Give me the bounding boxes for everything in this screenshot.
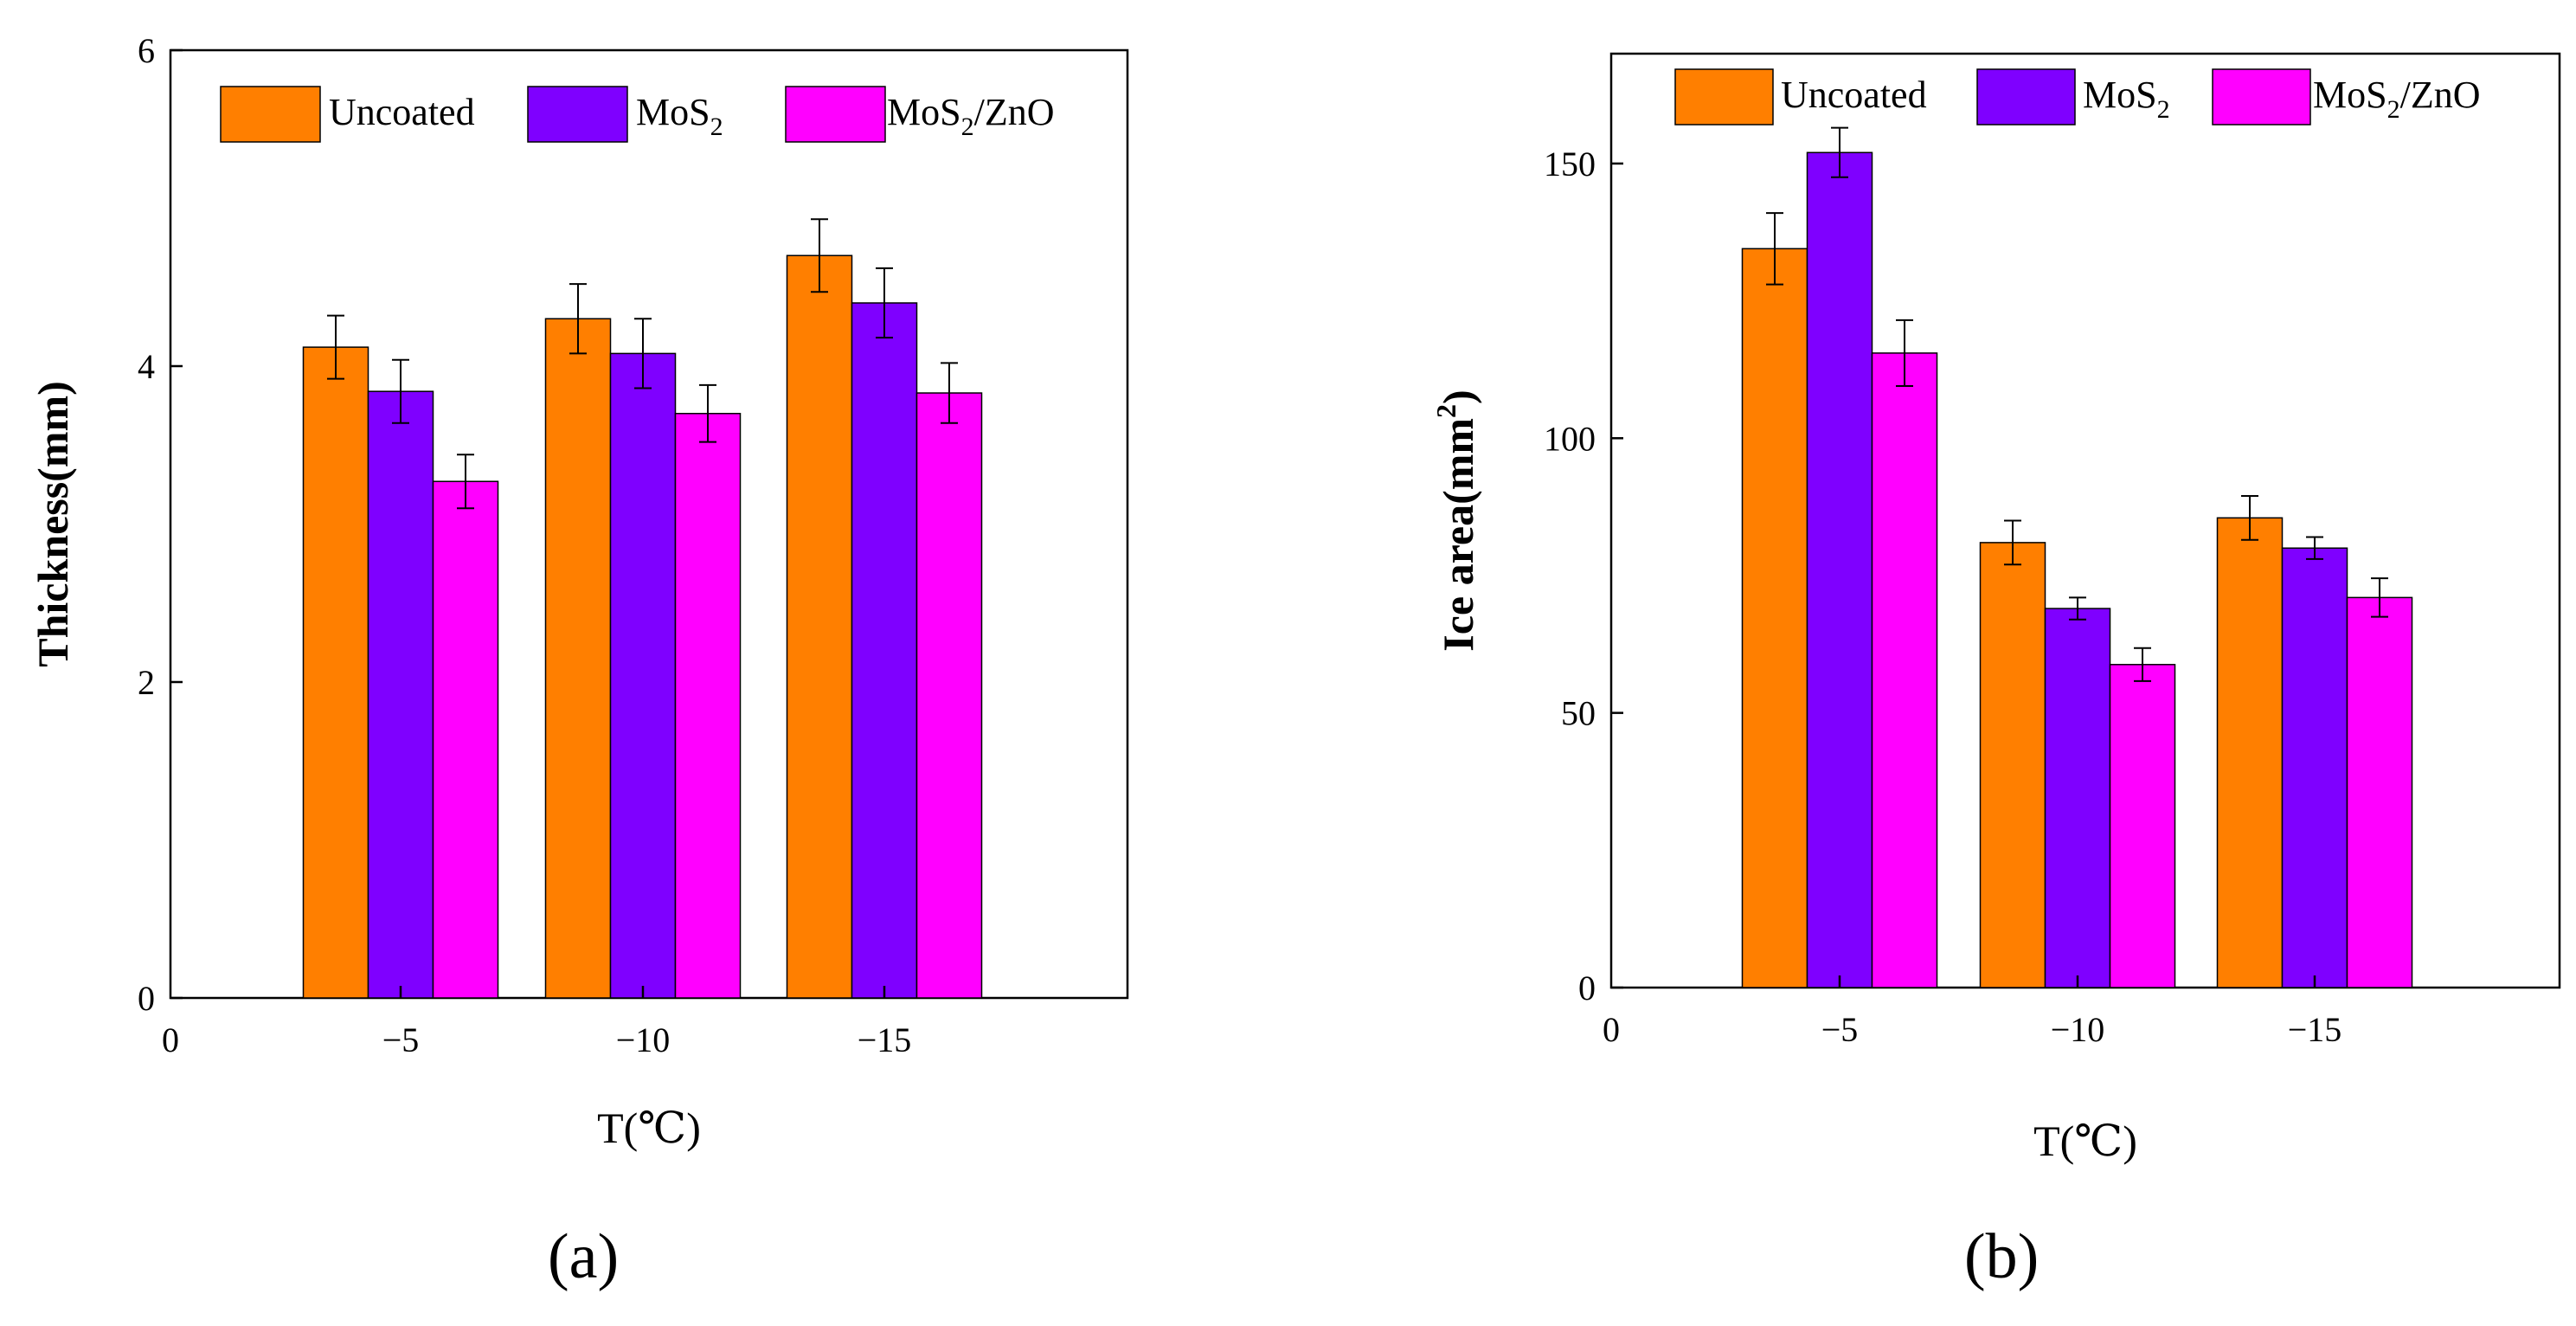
bar-uncoated-m15 <box>2216 517 2284 988</box>
legend-swatch <box>2212 68 2311 126</box>
bar-mos2-m15 <box>2281 547 2348 988</box>
legend-swatch <box>1674 68 1774 126</box>
y-tick-label: 6 <box>138 31 155 70</box>
bar-mos2zno-m5 <box>1871 352 1938 988</box>
chart-a: 0 2 4 6 0 −5 −10 −15 T(℃) Thickness(mm) Uncoated Mo… <box>29 31 1129 1152</box>
y-tick-label: 100 <box>1544 419 1596 458</box>
bar-mos2zno-m15 <box>2346 596 2413 988</box>
bar-mos2zno-m15 <box>915 392 983 999</box>
bar-mos2zno-m5 <box>432 480 499 999</box>
bar-uncoated-m10 <box>544 318 612 999</box>
bar-uncoated-m5 <box>302 346 369 999</box>
x-axis-label: T(℃) <box>2033 1117 2137 1165</box>
legend-swatch <box>527 86 628 143</box>
bar-mos2-m10 <box>609 352 677 999</box>
y-axis-label: Ice area(mm2) <box>1430 389 1482 651</box>
y-tick-label: 0 <box>1578 969 1596 1007</box>
x-tick-label-zero: 0 <box>162 1020 179 1059</box>
error-bar <box>2306 536 2323 560</box>
bar-mos2-m15 <box>851 302 918 999</box>
error-bar <box>1831 126 1848 178</box>
error-bar <box>1896 319 1913 387</box>
y-axis-label: Thickness(mm) <box>29 381 77 667</box>
bar-mos2zno-m10 <box>674 413 742 999</box>
legend-swatch <box>785 86 886 143</box>
error-bar <box>327 314 344 380</box>
legend: Uncoated MoS2 MoS2/ZnO <box>220 86 1054 143</box>
legend-label: MoS2/ZnO <box>2313 74 2480 124</box>
legend-label: MoS2 <box>2083 74 2170 124</box>
legend-swatch <box>1976 68 2076 126</box>
legend-swatch <box>220 86 321 143</box>
error-bar <box>699 383 716 443</box>
error-bar <box>2069 596 2086 621</box>
panel-label-b: (b) <box>1964 1221 2040 1292</box>
x-axis-label: T(℃) <box>597 1104 701 1152</box>
y-tick-label: 50 <box>1561 694 1596 733</box>
x-tick-label: −15 <box>858 1020 912 1059</box>
bar-uncoated-m5 <box>1741 248 1808 988</box>
error-bar <box>457 454 474 510</box>
y-tick-label: 2 <box>138 663 155 702</box>
bar-uncoated-m10 <box>1979 542 2046 988</box>
error-bar <box>811 218 828 293</box>
x-tick-label: −5 <box>1821 1010 1859 1049</box>
bar-mos2zno-m10 <box>2109 664 2176 988</box>
legend-label: Uncoated <box>329 91 475 133</box>
x-tick-label: −5 <box>382 1020 420 1059</box>
error-bar <box>1766 212 1783 286</box>
error-bar <box>941 362 958 424</box>
y-tick-label: 4 <box>138 347 155 386</box>
error-bar <box>2241 494 2258 541</box>
legend-label: MoS2/ZnO <box>887 91 1054 141</box>
error-bar <box>2134 647 2151 682</box>
y-tick-label: 0 <box>138 979 155 1018</box>
x-tick-label-zero: 0 <box>1603 1010 1620 1049</box>
legend-label: MoS2 <box>636 91 723 141</box>
error-bar <box>569 283 587 355</box>
error-bar <box>2371 577 2388 618</box>
bar-mos2-m10 <box>2044 608 2111 988</box>
chart-b: 0 50 100 150 0 −5 −10 −15 T(℃) Ice area(mm2) Uncoa… <box>1430 52 2561 1165</box>
bar-mos2-m5 <box>367 390 434 999</box>
error-bar <box>876 267 893 339</box>
legend-label: Uncoated <box>1781 74 1927 116</box>
x-tick-label: −10 <box>2051 1010 2105 1049</box>
error-bar <box>634 318 652 389</box>
bar-uncoated-m15 <box>786 254 853 999</box>
panel-label-a: (a) <box>548 1221 620 1292</box>
x-tick-label: −10 <box>616 1020 671 1059</box>
y-tick-label: 150 <box>1544 145 1596 183</box>
legend: Uncoated MoS2 MoS2/ZnO <box>1674 68 2480 126</box>
error-bar <box>392 358 409 424</box>
bar-mos2-m5 <box>1806 151 1873 988</box>
x-tick-label: −15 <box>2288 1010 2342 1049</box>
error-bar <box>2004 519 2021 566</box>
